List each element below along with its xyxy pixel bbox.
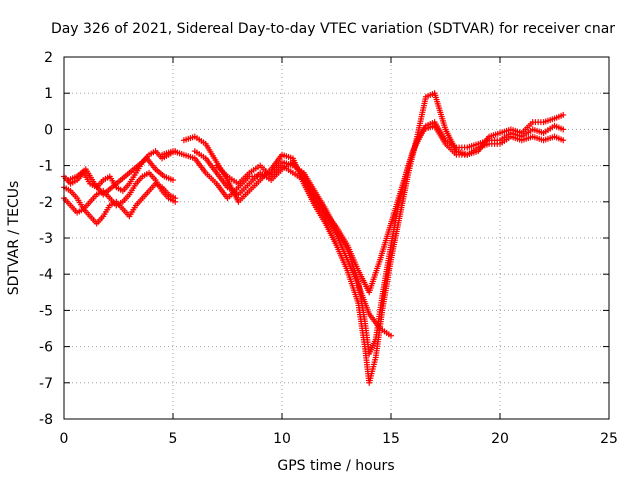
data-series xyxy=(61,90,567,386)
y-tick-label: -5 xyxy=(39,303,53,319)
y-tick-label: 0 xyxy=(44,122,53,138)
x-tick-label: 5 xyxy=(169,431,178,447)
y-tick-label: -1 xyxy=(39,159,53,175)
series-track-d xyxy=(65,155,176,198)
x-axis-title: GPS time / hours xyxy=(277,458,394,474)
series-track-f xyxy=(180,90,567,386)
x-tick-label: 10 xyxy=(273,431,291,447)
y-tick-label: -6 xyxy=(39,340,53,356)
x-tick-label: 15 xyxy=(382,431,400,447)
series-track-c xyxy=(61,180,179,227)
y-tick-label: -2 xyxy=(39,195,53,211)
x-tick-label: 0 xyxy=(60,431,69,447)
y-tick-label: -3 xyxy=(39,231,53,247)
y-tick-label: -4 xyxy=(39,267,53,283)
y-tick-label: -8 xyxy=(39,412,53,428)
y-axis-title: SDTVAR / TECUs xyxy=(6,181,22,296)
series-track-h xyxy=(213,122,567,296)
plot-frame xyxy=(63,56,610,420)
grid xyxy=(64,57,609,419)
x-tick-label: 25 xyxy=(600,431,618,447)
x-tick-label: 20 xyxy=(491,431,509,447)
chart-title: Day 326 of 2021, Sidereal Day-to-day VTE… xyxy=(51,21,615,37)
y-tick-label: 1 xyxy=(44,86,53,102)
x-tick-labels: 0 5 10 15 20 25 xyxy=(60,431,618,447)
y-tick-label: -7 xyxy=(39,376,53,392)
y-tick-label: 2 xyxy=(44,50,53,66)
y-tick-labels: 2 1 0 -1 -2 -3 -4 -5 -6 -7 -8 xyxy=(39,50,53,428)
